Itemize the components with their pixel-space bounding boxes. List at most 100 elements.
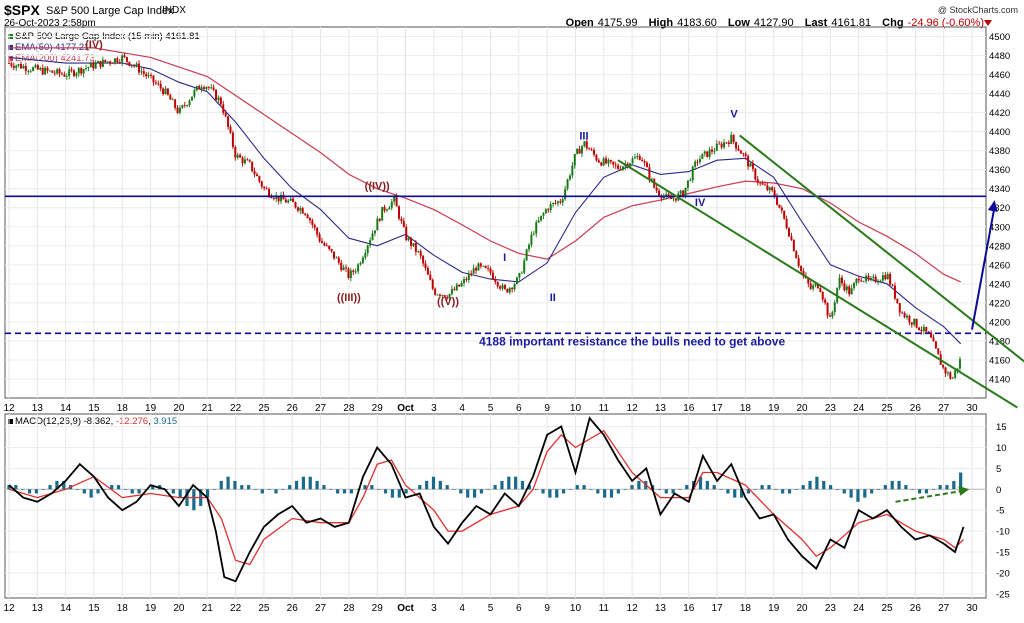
price-candle-body [518,273,521,278]
price-candle-body [29,70,32,72]
price-candle-body [816,283,819,289]
macd-x-tick-label: 22 [230,603,242,614]
price-candle-body [169,94,172,100]
macd-hist-bar [924,489,929,494]
price-candle-body [853,283,856,289]
price-candle-body [783,210,786,219]
macd-hist-bar [349,489,353,494]
macd-y-tick-label: 5 [996,464,1001,475]
price-candle-body [258,176,261,182]
price-y-tick-label: 4200 [989,317,1010,328]
price-candle-body [879,280,882,282]
macd-hist-bar [911,489,915,490]
price-candle-body [703,151,706,154]
price-candle-body [865,275,868,282]
macd-hist-bar [959,472,963,490]
price-candle-body [549,204,552,211]
price-candle-body [46,67,49,71]
price-candle-body [58,69,61,74]
price-candle-body [128,61,131,66]
price-candle-body [60,73,63,75]
price-candle-body [171,99,174,101]
price-candle-body [720,143,723,148]
price-candle-body [725,142,728,144]
macd-y-tick-label: 10 [996,443,1007,454]
price-y-tick-label: 4160 [989,355,1010,366]
macd-x-tick-label: 25 [258,603,270,614]
price-candle-body [373,230,376,234]
macd-x-tick-label: 26 [287,603,299,614]
macd-hist-bar [281,489,285,490]
price-candle-body [335,257,338,259]
price-candle-body [523,260,526,273]
macd-hist-bar [828,485,833,490]
price-candle-body [241,157,244,164]
price-x-tick-label: 28 [343,403,355,414]
price-candle-body [320,241,323,243]
macd-hist-bar [657,489,662,490]
macd-x-tick-label: 19 [768,603,780,614]
price-candle-body [39,67,42,70]
price-candle-body [595,154,598,161]
price-candle-body [10,63,13,66]
price-candle-body [407,237,410,241]
price-candle-body [499,286,502,289]
macd-hist-bar [870,489,874,494]
price-candle-body [446,297,449,299]
price-candle-body [63,74,66,77]
price-candle-body [525,249,528,261]
price-candle-body [742,153,745,155]
price-candle-body [455,284,458,291]
price-candle-body [450,289,453,294]
macd-hist-bar [103,489,107,490]
price-candle-body [272,198,275,199]
macd-hist-bar [548,489,552,498]
price-candle-body [937,348,940,355]
price-candle-body [229,126,232,133]
price-candle-body [665,194,668,197]
price-candle-body [89,62,92,68]
price-candle-body [87,67,90,69]
price-candle-body [340,262,343,271]
price-y-tick-label: 4360 [989,165,1010,176]
price-candle-body [908,315,911,323]
price-candle-body [718,143,721,145]
macd-x-tick-label: 9 [544,603,550,614]
macd-hist-bar [794,489,798,490]
price-candle-body [812,285,815,289]
price-candle-body [236,154,239,158]
price-candle-body [528,244,531,250]
price-candle-body [73,70,76,76]
price-candle-body [730,134,733,144]
price-panel: 12 13 14 15 18 19 20 21 22 25 26 27 28 29 Oct 3 4 5 6 9 10 11… [3,26,1024,414]
macd-hist-bar [89,489,93,498]
macd-hist-bar [7,485,11,490]
price-x-tick-label: 19 [768,403,780,414]
price-candle-body [636,156,639,158]
price-candle-body [682,190,685,198]
macd-hist-bar [767,485,771,490]
price-candle-body [369,240,372,246]
macd-hist-bar [336,489,340,494]
price-x-tick-label: 21 [202,403,214,414]
price-candle-body [768,187,771,191]
macd-hist-bar [308,476,312,490]
macd-hist-bar [486,489,490,490]
macd-hist-bar [452,489,456,490]
price-x-tick-label: 20 [173,403,185,414]
macd-x-tick-label: 27 [938,603,950,614]
price-y-tick-label: 4460 [989,70,1010,81]
price-candle-body [552,202,555,205]
price-candle-body [133,65,136,67]
price-x-tick-label: 4 [459,403,465,414]
price-candle-body [824,299,827,303]
macd-hist-bar [863,489,867,498]
macd-x-tick-label: 16 [683,603,695,614]
price-candle-body [429,274,432,280]
price-candle-body [797,258,800,267]
price-candle-body [568,175,571,180]
macd-hist-bar [48,485,52,490]
price-candle-body [881,275,884,281]
price-candle-body [419,251,422,257]
price-candle-body [814,283,817,286]
